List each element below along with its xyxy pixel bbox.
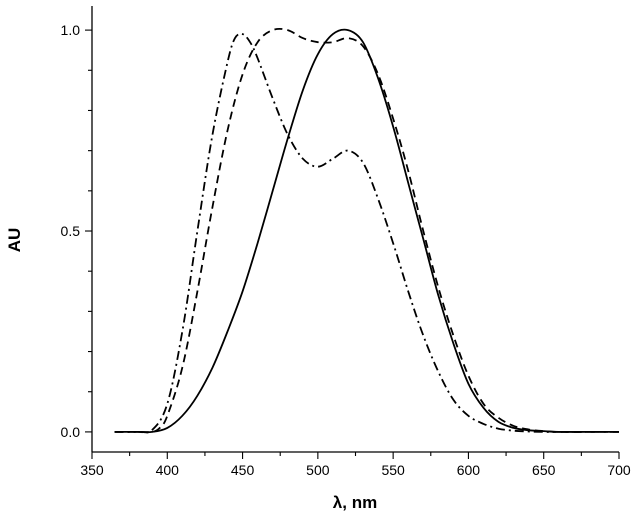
series-line-dash-dot [114, 32, 619, 434]
series-line-dashed [114, 27, 619, 434]
x-tick-label: 450 [231, 462, 255, 478]
x-axis-title: λ, nm [333, 493, 377, 512]
plot-area [114, 27, 619, 434]
y-tick-label: 0.5 [61, 223, 81, 239]
ticks [85, 29, 620, 459]
x-tick-label: 500 [306, 462, 330, 478]
x-tick-label: 700 [607, 462, 631, 478]
y-tick-label: 0.0 [61, 424, 81, 440]
x-tick-label: 400 [156, 462, 180, 478]
axes [91, 6, 619, 453]
series-line-solid [114, 28, 619, 434]
x-tick-label: 650 [532, 462, 556, 478]
y-axis-title: AU [5, 228, 24, 253]
x-tick-label: 600 [457, 462, 481, 478]
y-tick-label: 1.0 [61, 22, 81, 38]
x-tick-label: 350 [80, 462, 104, 478]
x-tick-label: 550 [381, 462, 405, 478]
tick-labels: 350 400 450 500 550 600 650 700 0.0 0.5 1.0 [61, 22, 631, 478]
